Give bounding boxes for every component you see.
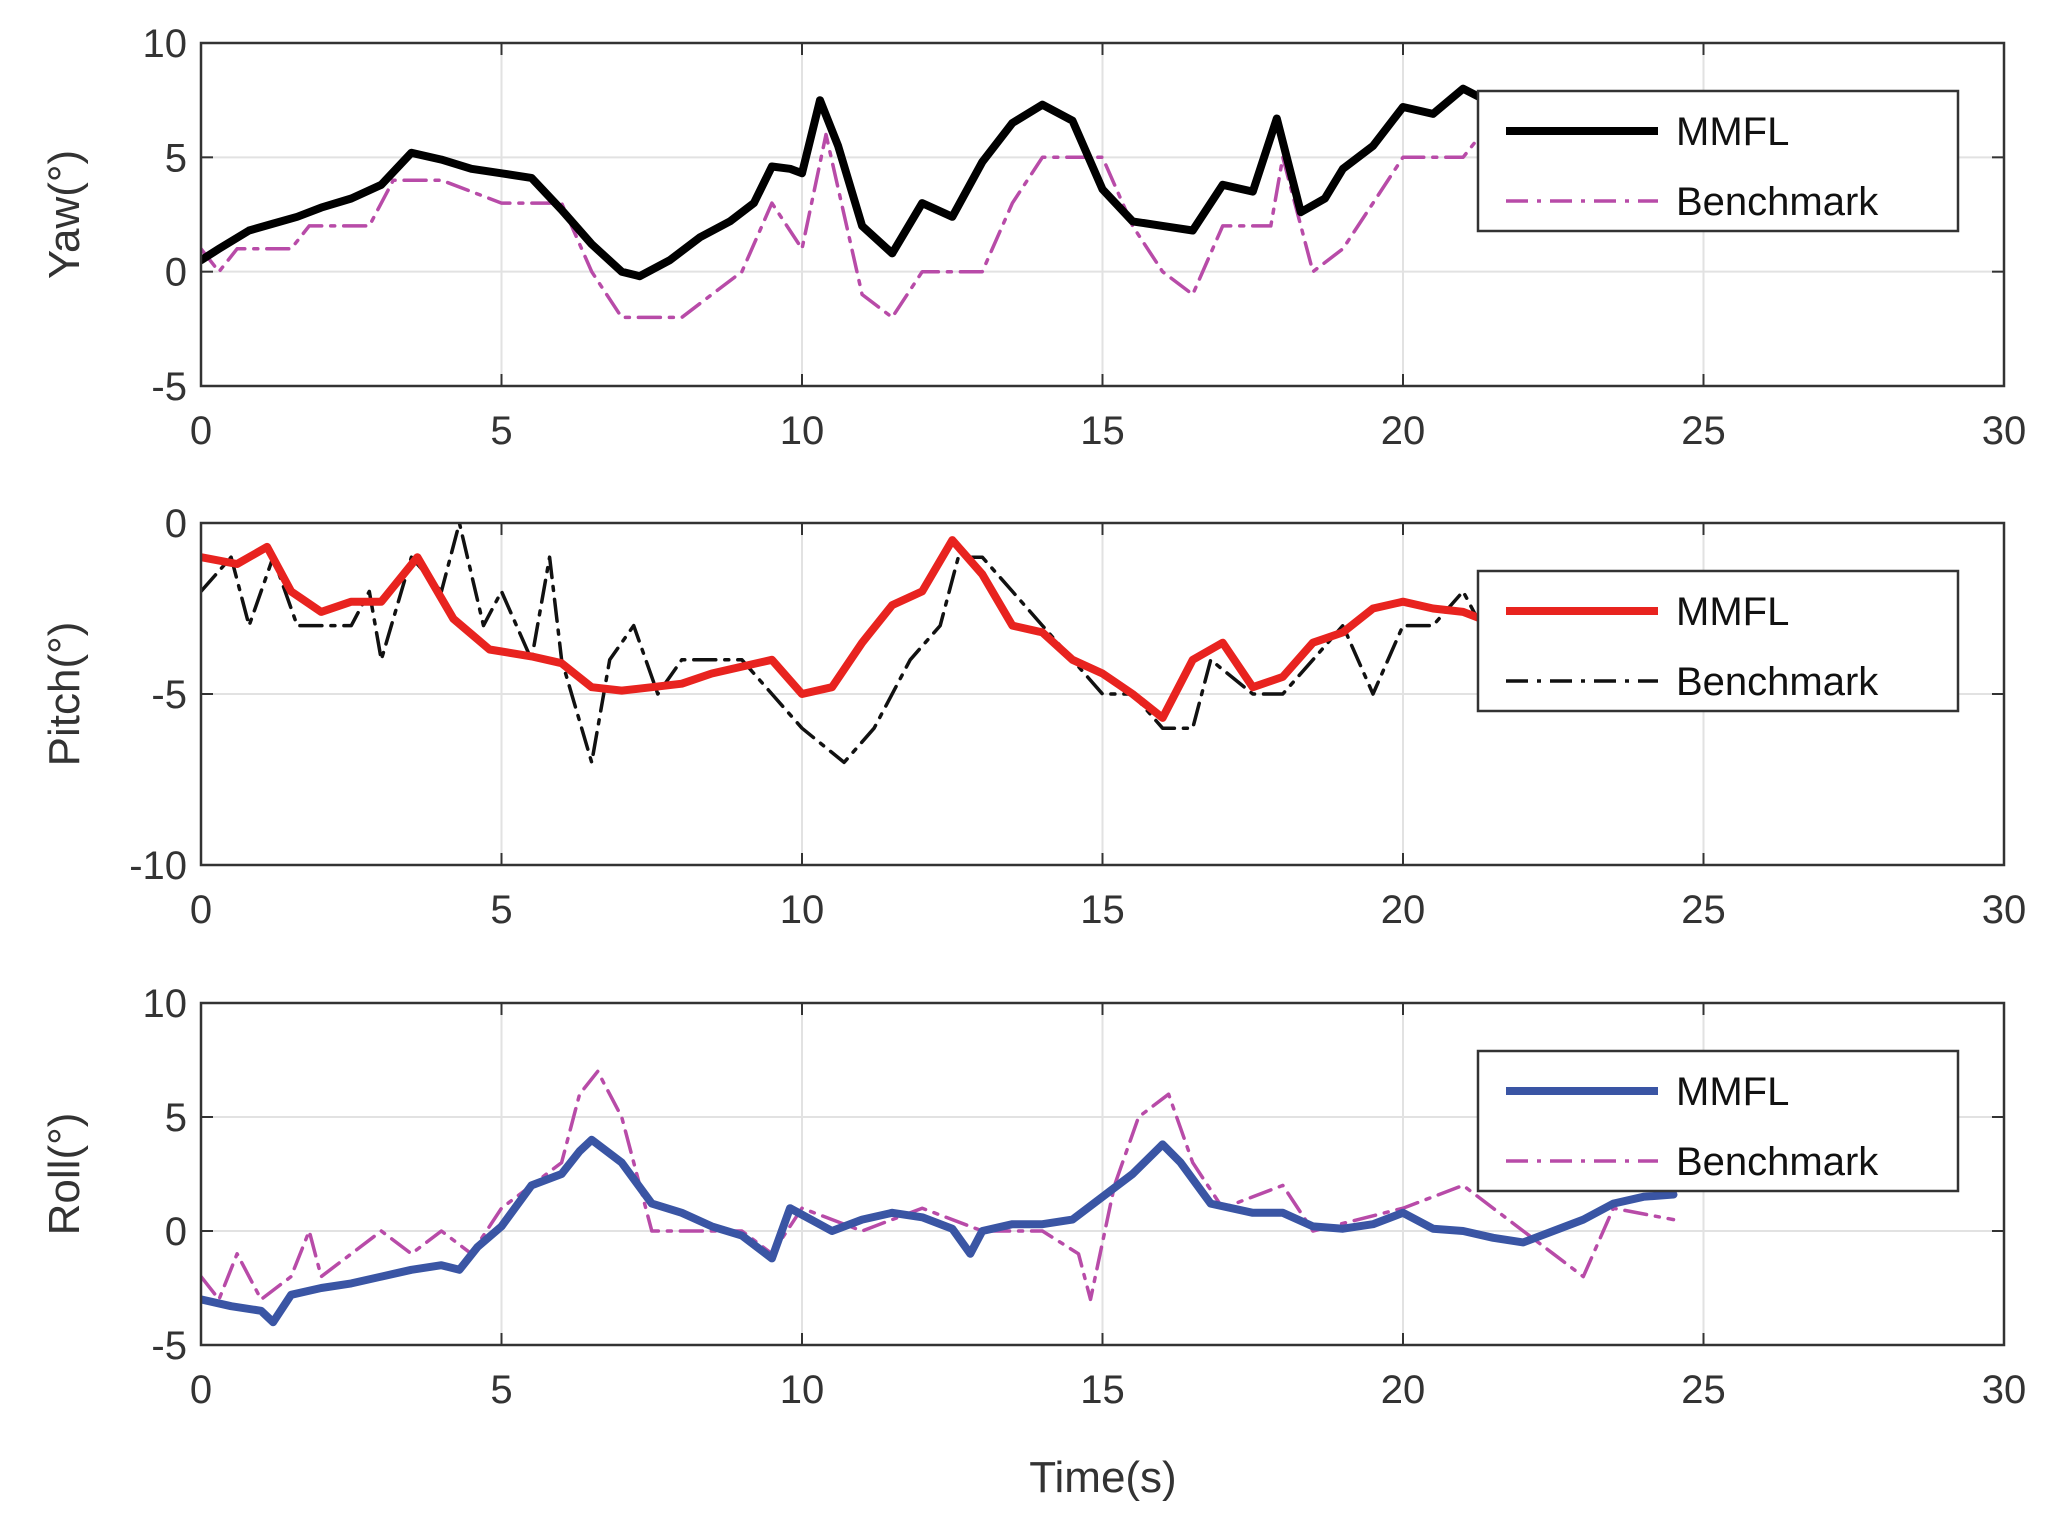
axes-box bbox=[199, 1001, 2006, 1347]
x-tick-label: 20 bbox=[1381, 888, 1426, 932]
x-tick-label: 30 bbox=[1982, 409, 2027, 453]
x-tick-label: 25 bbox=[1681, 888, 1726, 932]
y-tick-label: 10 bbox=[143, 982, 188, 1026]
y-tick-label: -5 bbox=[151, 1324, 187, 1368]
y-tick-label: 0 bbox=[165, 251, 187, 295]
legend-label: MMFL bbox=[1676, 590, 1789, 634]
legend-box bbox=[1476, 1049, 1960, 1193]
series-line-benchmark bbox=[201, 132, 1483, 320]
legend-label: Benchmark bbox=[1676, 1140, 1879, 1184]
legend-label: MMFL bbox=[1676, 110, 1789, 154]
x-tick-label: 10 bbox=[780, 1368, 825, 1412]
x-tick-label: 30 bbox=[1982, 1368, 2027, 1412]
y-tick-label: -5 bbox=[151, 365, 187, 409]
y-axis-label: Pitch(°) bbox=[40, 622, 89, 767]
legend-label: Benchmark bbox=[1676, 180, 1879, 224]
x-tick-label: 25 bbox=[1681, 1368, 1726, 1412]
x-tick-label: 5 bbox=[490, 888, 512, 932]
x-tick-label: 20 bbox=[1381, 409, 1426, 453]
series-group bbox=[201, 1069, 1678, 1327]
y-tick-label: 10 bbox=[143, 22, 188, 66]
series-line-mmfl bbox=[201, 84, 1486, 281]
y-tick-label: -10 bbox=[129, 844, 187, 888]
series-line-benchmark bbox=[201, 523, 1483, 765]
series-group bbox=[201, 84, 1486, 320]
series-group bbox=[201, 523, 1486, 765]
x-tick-label: 5 bbox=[490, 1368, 512, 1412]
x-tick-label: 0 bbox=[190, 888, 212, 932]
series-line-mmfl bbox=[201, 536, 1486, 722]
legend: MMFL Benchmark bbox=[1476, 89, 1960, 233]
x-tick-label: 20 bbox=[1381, 1368, 1426, 1412]
legend-box bbox=[1476, 569, 1960, 713]
legend-label: MMFL bbox=[1676, 1070, 1789, 1114]
y-tick-label: 5 bbox=[165, 1096, 187, 1140]
y-axis-label: Yaw(°) bbox=[40, 150, 89, 279]
y-axis-label: Roll(°) bbox=[40, 1113, 89, 1236]
legend-label: Benchmark bbox=[1676, 660, 1879, 704]
x-tick-label: 0 bbox=[190, 409, 212, 453]
axes-box bbox=[199, 521, 2006, 867]
x-tick-label: 10 bbox=[780, 409, 825, 453]
y-tick-label: -5 bbox=[151, 673, 187, 717]
x-tick-label: 25 bbox=[1681, 409, 1726, 453]
x-tick-label: 15 bbox=[1080, 409, 1125, 453]
x-axis-label: Time(s) bbox=[1029, 1453, 1176, 1502]
y-tick-label: 0 bbox=[165, 1210, 187, 1254]
x-tick-label: 0 bbox=[190, 1368, 212, 1412]
legend: MMFL Benchmark bbox=[1476, 569, 1960, 713]
subplot-2: 0 5 10 15 20 25 30 0 -5 -10 Pitch(°) MMFL Benchmark bbox=[40, 502, 2026, 932]
legend: MMFL Benchmark bbox=[1476, 1049, 1960, 1193]
x-tick-label: 30 bbox=[1982, 888, 2027, 932]
x-tick-label: 10 bbox=[780, 888, 825, 932]
y-tick-label: 0 bbox=[165, 502, 187, 546]
x-tick-label: 15 bbox=[1080, 888, 1125, 932]
axes-box bbox=[199, 41, 2006, 388]
series-line-mmfl bbox=[201, 1135, 1678, 1327]
x-tick-label: 5 bbox=[490, 409, 512, 453]
legend-box bbox=[1476, 89, 1960, 233]
y-tick-label: 5 bbox=[165, 136, 187, 180]
x-tick-label: 15 bbox=[1080, 1368, 1125, 1412]
